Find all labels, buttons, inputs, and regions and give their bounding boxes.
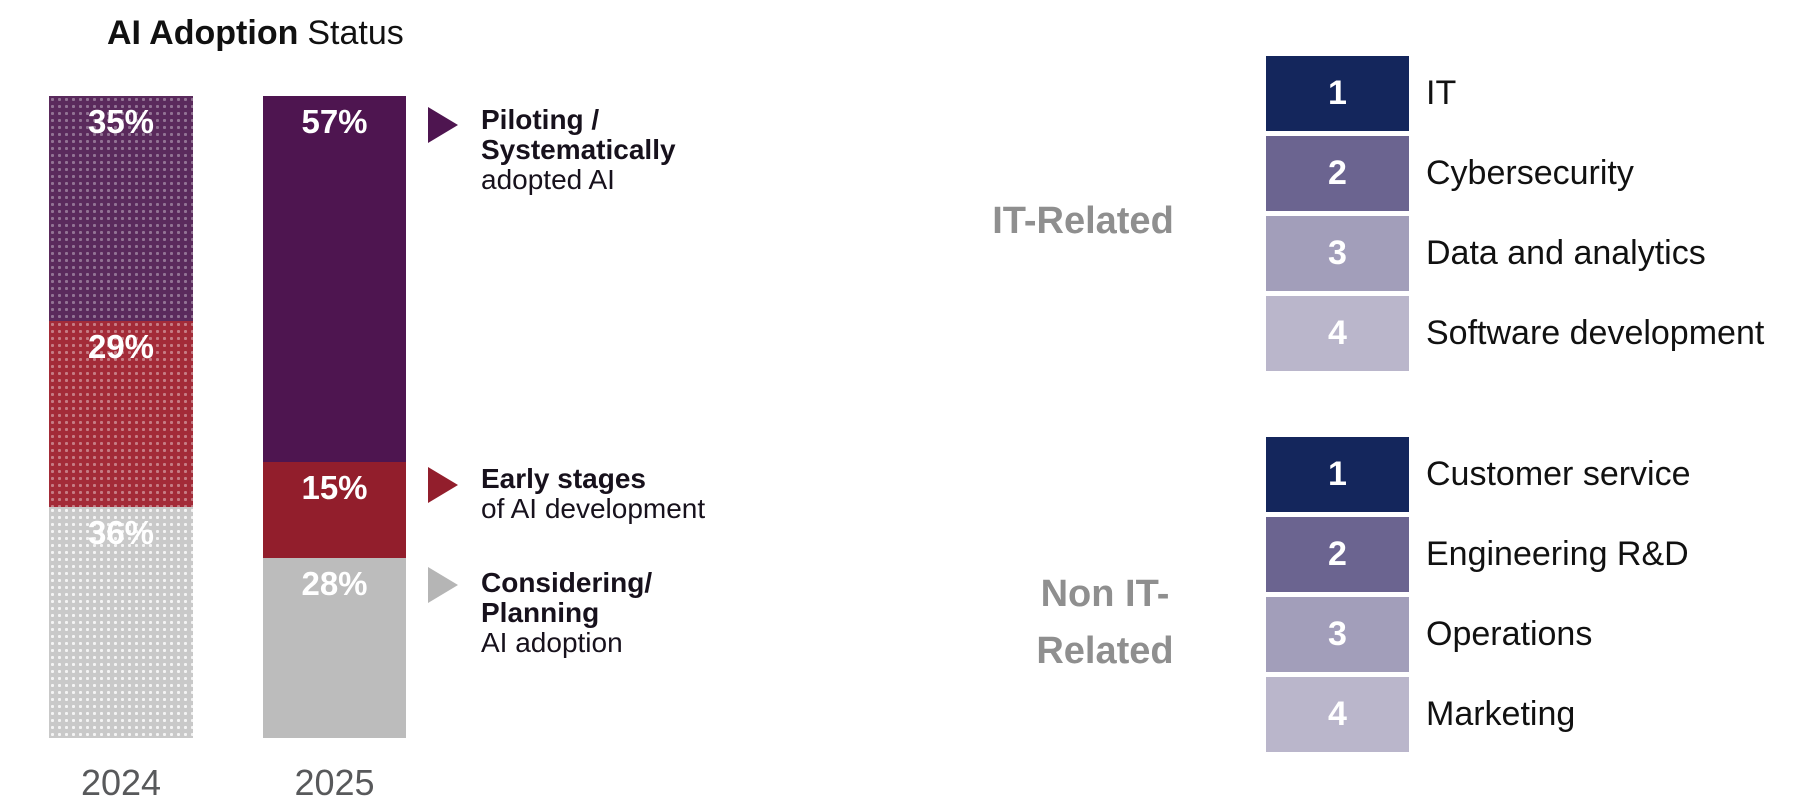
segment-2024-considering: 36%	[49, 507, 193, 738]
value-label-2024-considering: 36%	[87, 514, 155, 551]
rank-number: 4	[1328, 314, 1347, 352]
considering-arrow-icon	[428, 567, 458, 603]
rank-number: 2	[1328, 535, 1347, 573]
legend-piloting-line1: Piloting /	[481, 104, 600, 135]
list-item: 1 IT	[1266, 56, 1802, 131]
early-stages-arrow-icon	[428, 467, 458, 503]
title-bold-part: AI Adoption	[107, 14, 299, 52]
rank-label: Customer service	[1426, 455, 1691, 493]
rank-cell-1: 1	[1266, 56, 1409, 131]
ranking-it-related: 1 IT 2 Cybersecurity 3 Data and analytic…	[1266, 56, 1802, 376]
rank-label: Data and analytics	[1426, 234, 1706, 272]
rank-number: 3	[1328, 234, 1347, 272]
group-nonit-line1: Non IT-	[1040, 573, 1170, 615]
rank-cell-3: 3	[1266, 216, 1409, 291]
list-item: 4 Software development	[1266, 296, 1802, 371]
value-label-2024-piloting: 35%	[87, 103, 155, 140]
piloting-arrow-icon	[428, 107, 458, 143]
value-label-2025-piloting: 57%	[301, 103, 368, 140]
page-title: AI Adoption Status	[107, 14, 404, 53]
rank-label: IT	[1426, 74, 1457, 112]
legend-piloting-line2: Systematically	[481, 134, 676, 165]
title-regular-part: Status	[307, 14, 404, 52]
axis-label-2025: 2025	[294, 762, 375, 803]
rank-number: 3	[1328, 615, 1347, 653]
group-nonit-line2: Related	[1036, 630, 1174, 672]
list-item: 4 Marketing	[1266, 677, 1802, 752]
legend-early-line2: of AI development	[481, 493, 706, 524]
rank-number: 1	[1328, 455, 1347, 493]
segment-2025-piloting: 57%	[263, 96, 406, 462]
rank-label: Marketing	[1426, 695, 1576, 733]
rank-cell-2: 2	[1266, 136, 1409, 211]
list-item: 3 Operations	[1266, 597, 1802, 672]
legend-considering-line3: AI adoption	[481, 627, 623, 658]
legend-item-considering: Considering/ Planning AI adoption	[481, 568, 652, 658]
rank-number: 1	[1328, 74, 1347, 112]
rank-cell-1: 1	[1266, 437, 1409, 512]
value-label-2025-considering: 28%	[301, 565, 368, 602]
rank-label: Engineering R&D	[1426, 535, 1689, 573]
segment-2024-piloting: 35%	[49, 96, 193, 321]
bar-2025: 57% 15% 28%	[263, 96, 406, 738]
rank-number: 2	[1328, 154, 1347, 192]
rank-label: Operations	[1426, 615, 1593, 653]
legend-item-early-stages: Early stages of AI development	[481, 464, 705, 524]
group-label-it-related: IT-Related	[918, 197, 1248, 245]
value-label-2025-early-stages: 15%	[301, 469, 368, 506]
legend-early-line1: Early stages	[481, 463, 646, 494]
legend-considering-line2: Planning	[481, 597, 600, 628]
segment-2025-considering: 28%	[263, 558, 406, 738]
rank-label: Software development	[1426, 314, 1765, 352]
rank-number: 4	[1328, 695, 1347, 733]
rank-cell-3: 3	[1266, 597, 1409, 672]
value-label-2024-early-stages: 29%	[87, 328, 155, 365]
bar-2024: 35% 29% 36%	[49, 96, 193, 738]
rank-label: Cybersecurity	[1426, 154, 1634, 192]
rank-cell-4: 4	[1266, 677, 1409, 752]
segment-2025-early-stages: 15%	[263, 462, 406, 558]
list-item: 1 Customer service	[1266, 437, 1802, 512]
rank-cell-2: 2	[1266, 517, 1409, 592]
group-it-line1: IT-Related	[992, 200, 1174, 242]
legend-considering-line1: Considering/	[481, 567, 653, 598]
legend-piloting-line3: adopted AI	[481, 164, 615, 195]
segment-2024-early-stages: 29%	[49, 321, 193, 507]
ranking-non-it-related: 1 Customer service 2 Engineering R&D 3 O…	[1266, 437, 1802, 757]
group-label-non-it-related: Non IT- Related	[940, 566, 1270, 680]
axis-label-2024: 2024	[80, 762, 162, 803]
legend-item-piloting: Piloting / Systematically adopted AI	[481, 105, 676, 195]
list-item: 2 Cybersecurity	[1266, 136, 1802, 211]
list-item: 3 Data and analytics	[1266, 216, 1802, 291]
list-item: 2 Engineering R&D	[1266, 517, 1802, 592]
rank-cell-4: 4	[1266, 296, 1409, 371]
